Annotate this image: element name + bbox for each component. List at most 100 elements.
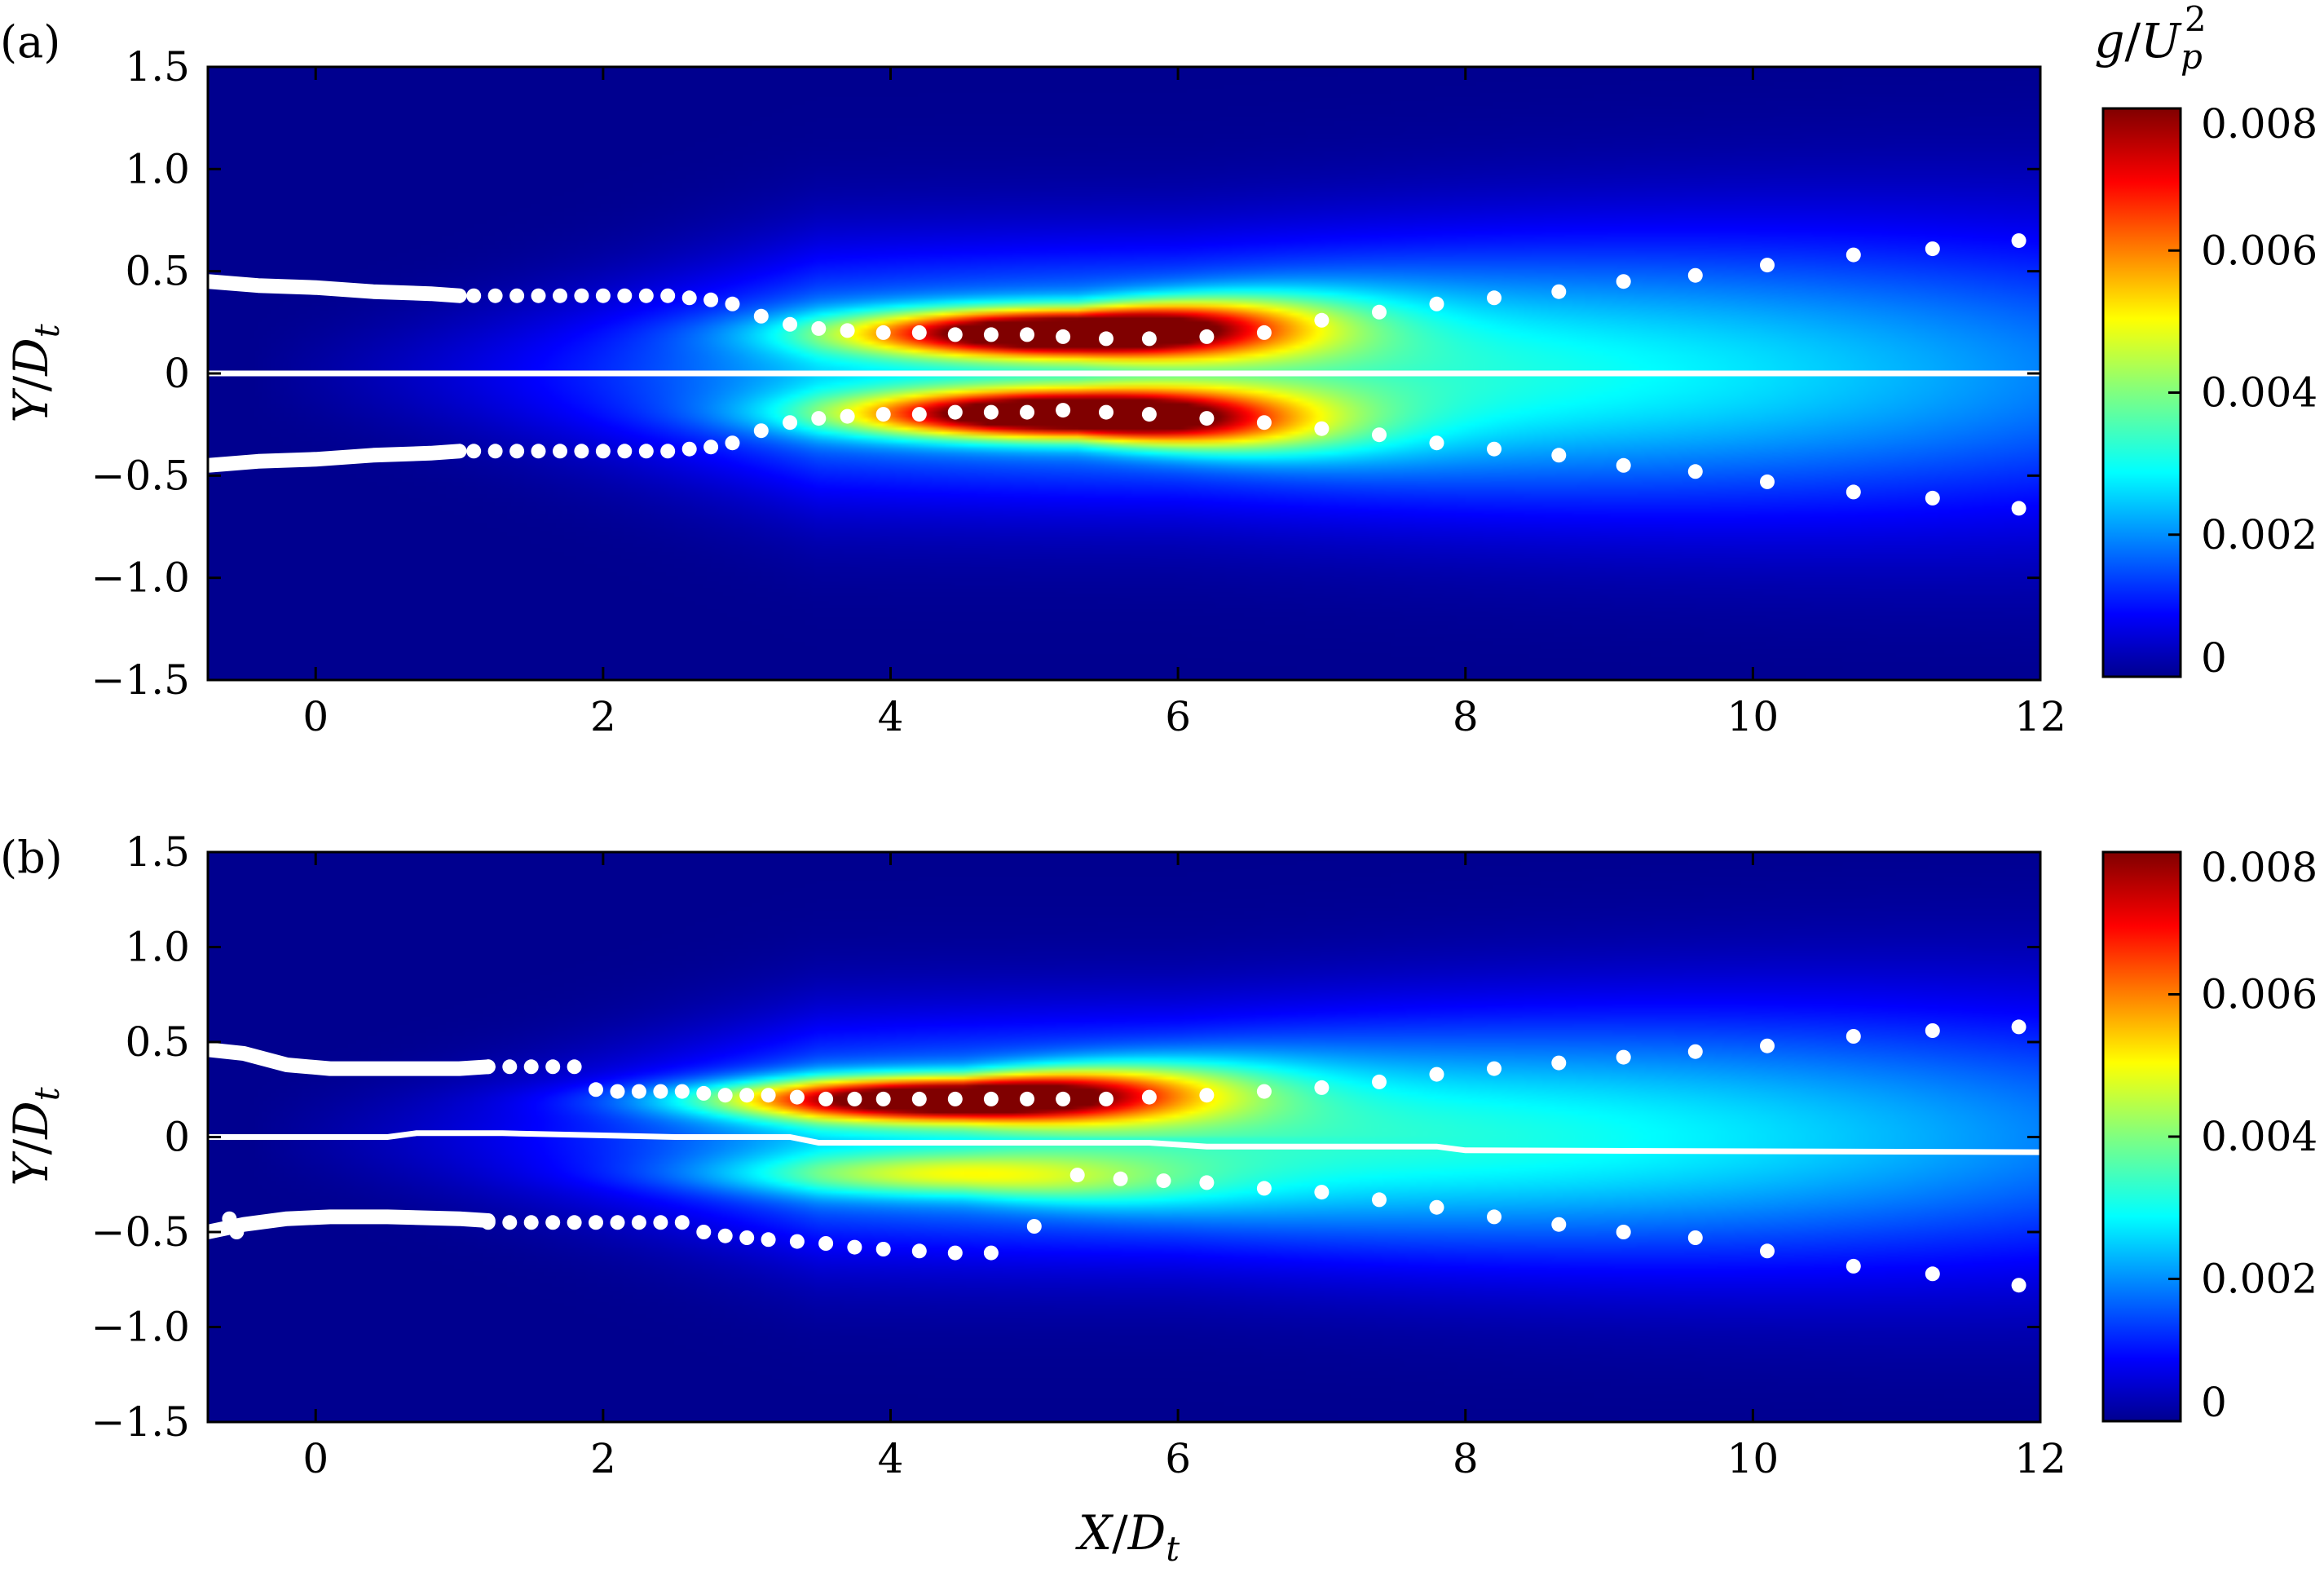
colorbar-title: g/Up2	[2094, 0, 2206, 77]
x-tick-label: 4	[878, 693, 904, 740]
panel-b-data-point-upper	[1760, 1038, 1775, 1053]
panel-b-data-point-upper	[789, 1089, 805, 1105]
y-tick-label: −0.5	[91, 452, 190, 499]
panel-a-x-ticks: 0 2 4 6 8 10 12	[302, 67, 2066, 740]
panel-b-data-point-lower	[1616, 1225, 1631, 1239]
panel-b-data-point-lower	[947, 1245, 963, 1261]
panel-a-data-point-upper	[1687, 267, 1703, 283]
panel-b-data-point-upper	[523, 1059, 539, 1075]
panel-b-data-point-upper	[947, 1091, 963, 1106]
panel-a-data-point-lower	[1429, 435, 1444, 451]
panel-b-data-point-upper	[631, 1084, 646, 1099]
y-tick-label: −1.5	[91, 656, 190, 704]
panel-b-data-point-lower	[653, 1215, 668, 1230]
y-tick-label: 0.5	[125, 248, 190, 295]
x-tick-label: 6	[1165, 693, 1191, 740]
colorbar-tick-label: 0.008	[2201, 844, 2317, 891]
panel-a-colorbar-ticks: 0 0.002 0.004 0.006 0.008	[2168, 100, 2317, 682]
panel-a-data-point-lower	[660, 444, 676, 459]
panel-b-data-point-upper	[818, 1091, 834, 1106]
panel-b-data-point-upper	[545, 1059, 561, 1075]
panel-a-data-point-upper	[1056, 329, 1071, 344]
panel-b-data-point-upper	[983, 1091, 999, 1106]
x-tick-label: 8	[1453, 1435, 1479, 1482]
panel-b-data-point-lower	[523, 1215, 539, 1230]
panel-b-data-point-lower	[1199, 1175, 1215, 1190]
panel-b-data-point-lower	[875, 1242, 891, 1256]
panel-b-heatmap	[208, 852, 2040, 1422]
panel-b-data-point-lower	[502, 1215, 518, 1230]
panel-a: (a) 0 2 4 6 8 10 12 1.5 1.0 0.5 0 −0.5 −1.0 −1.5 Y/D…	[0, 0, 2317, 740]
y-tick-label: 0.5	[125, 1018, 190, 1066]
panel-b-data-point-upper	[480, 1059, 496, 1075]
panel-a-data-point-upper	[1256, 325, 1272, 340]
colorbar-tick-label: 0	[2201, 634, 2227, 682]
y-tick-label: 0	[164, 350, 190, 397]
panel-b-data-point-lower	[631, 1215, 646, 1230]
panel-b-data-point-upper	[847, 1091, 862, 1106]
y-tick-label: 0	[164, 1114, 190, 1161]
panel-a-data-point-lower	[911, 407, 927, 422]
colorbar-tick-label: 0.004	[2201, 1113, 2317, 1160]
panel-a-label: (a)	[0, 16, 60, 68]
x-tick-label: 12	[2014, 1435, 2066, 1482]
panel-b-data-point-lower	[847, 1239, 862, 1255]
panel-a-data-point-lower	[487, 444, 503, 459]
colorbar-tick-label: 0.008	[2201, 100, 2317, 148]
panel-a-data-point-lower	[1551, 448, 1567, 463]
panel-b-x-axis-label: X/Dt	[1075, 1505, 1180, 1569]
panel-a-data-point-upper	[638, 288, 654, 303]
panel-a-data-point-lower	[681, 441, 697, 457]
colorbar-tick-label: 0.002	[2201, 1256, 2317, 1303]
panel-b-data-point-lower	[1256, 1181, 1272, 1196]
panel-b-colorbar-gradient	[2101, 850, 2182, 1423]
panel-b-data-point-upper	[739, 1088, 755, 1103]
panel-b-data-point-upper	[911, 1091, 927, 1106]
panel-a-plot-area	[208, 67, 2040, 680]
panel-b-data-point-upper	[1551, 1055, 1567, 1071]
panel-a-data-point-upper	[1616, 274, 1631, 289]
x-tick-label: 4	[878, 1435, 904, 1482]
y-tick-label: −1.0	[91, 1304, 190, 1351]
panel-a-data-point-upper	[1551, 284, 1567, 299]
panel-b-data-point-lower	[1314, 1185, 1330, 1200]
panel-b-data-point-lower	[229, 1225, 245, 1239]
panel-a-data-point-lower	[1314, 421, 1330, 436]
panel-a-data-point-upper	[703, 292, 719, 307]
x-tick-label: 2	[590, 693, 616, 740]
y-tick-label: 1.5	[125, 43, 190, 91]
panel-b-data-point-upper	[1687, 1044, 1703, 1059]
y-tick-label: 1.5	[125, 828, 190, 876]
panel-a-data-point-upper	[1314, 312, 1330, 328]
panel-b-data-point-lower	[1113, 1171, 1128, 1186]
panel-b-data-point-lower	[222, 1211, 237, 1226]
x-tick-label: 6	[1165, 1435, 1191, 1482]
panel-a-data-point-upper	[595, 288, 611, 303]
panel-a-data-point-upper	[1925, 241, 1940, 257]
panel-b-data-point-lower	[761, 1232, 776, 1248]
panel-b-data-point-lower	[589, 1215, 603, 1230]
panel-a-points-lower	[466, 403, 2026, 516]
panel-a-data-point-upper	[617, 288, 633, 303]
y-tick-label: 1.0	[125, 924, 190, 971]
y-tick-label: −1.0	[91, 554, 190, 602]
panel-a-data-point-upper	[681, 290, 697, 306]
panel-b-data-point-upper	[696, 1085, 712, 1101]
panel-b-data-point-lower	[1429, 1199, 1444, 1215]
x-tick-label: 8	[1453, 693, 1479, 740]
x-tick-label: 10	[1727, 1435, 1779, 1482]
panel-b-data-point-upper	[653, 1084, 668, 1099]
panel-a-data-point-lower	[1760, 474, 1775, 489]
panel-a-data-point-upper	[947, 327, 963, 342]
colorbar-tick-label: 0.002	[2201, 511, 2317, 559]
panel-a-data-point-upper	[811, 320, 827, 336]
panel-b-data-point-lower	[818, 1236, 834, 1251]
panel-b-data-point-lower	[674, 1215, 690, 1230]
panel-a-data-point-upper	[1760, 258, 1775, 273]
panel-b-data-point-upper	[1925, 1023, 1940, 1038]
panel-a-data-point-upper	[1372, 304, 1387, 320]
panel-a-data-point-lower	[983, 404, 999, 420]
panel-a-data-point-upper	[660, 288, 676, 303]
panel-a-data-point-lower	[1199, 411, 1215, 426]
panel-a-data-point-upper	[783, 316, 798, 332]
